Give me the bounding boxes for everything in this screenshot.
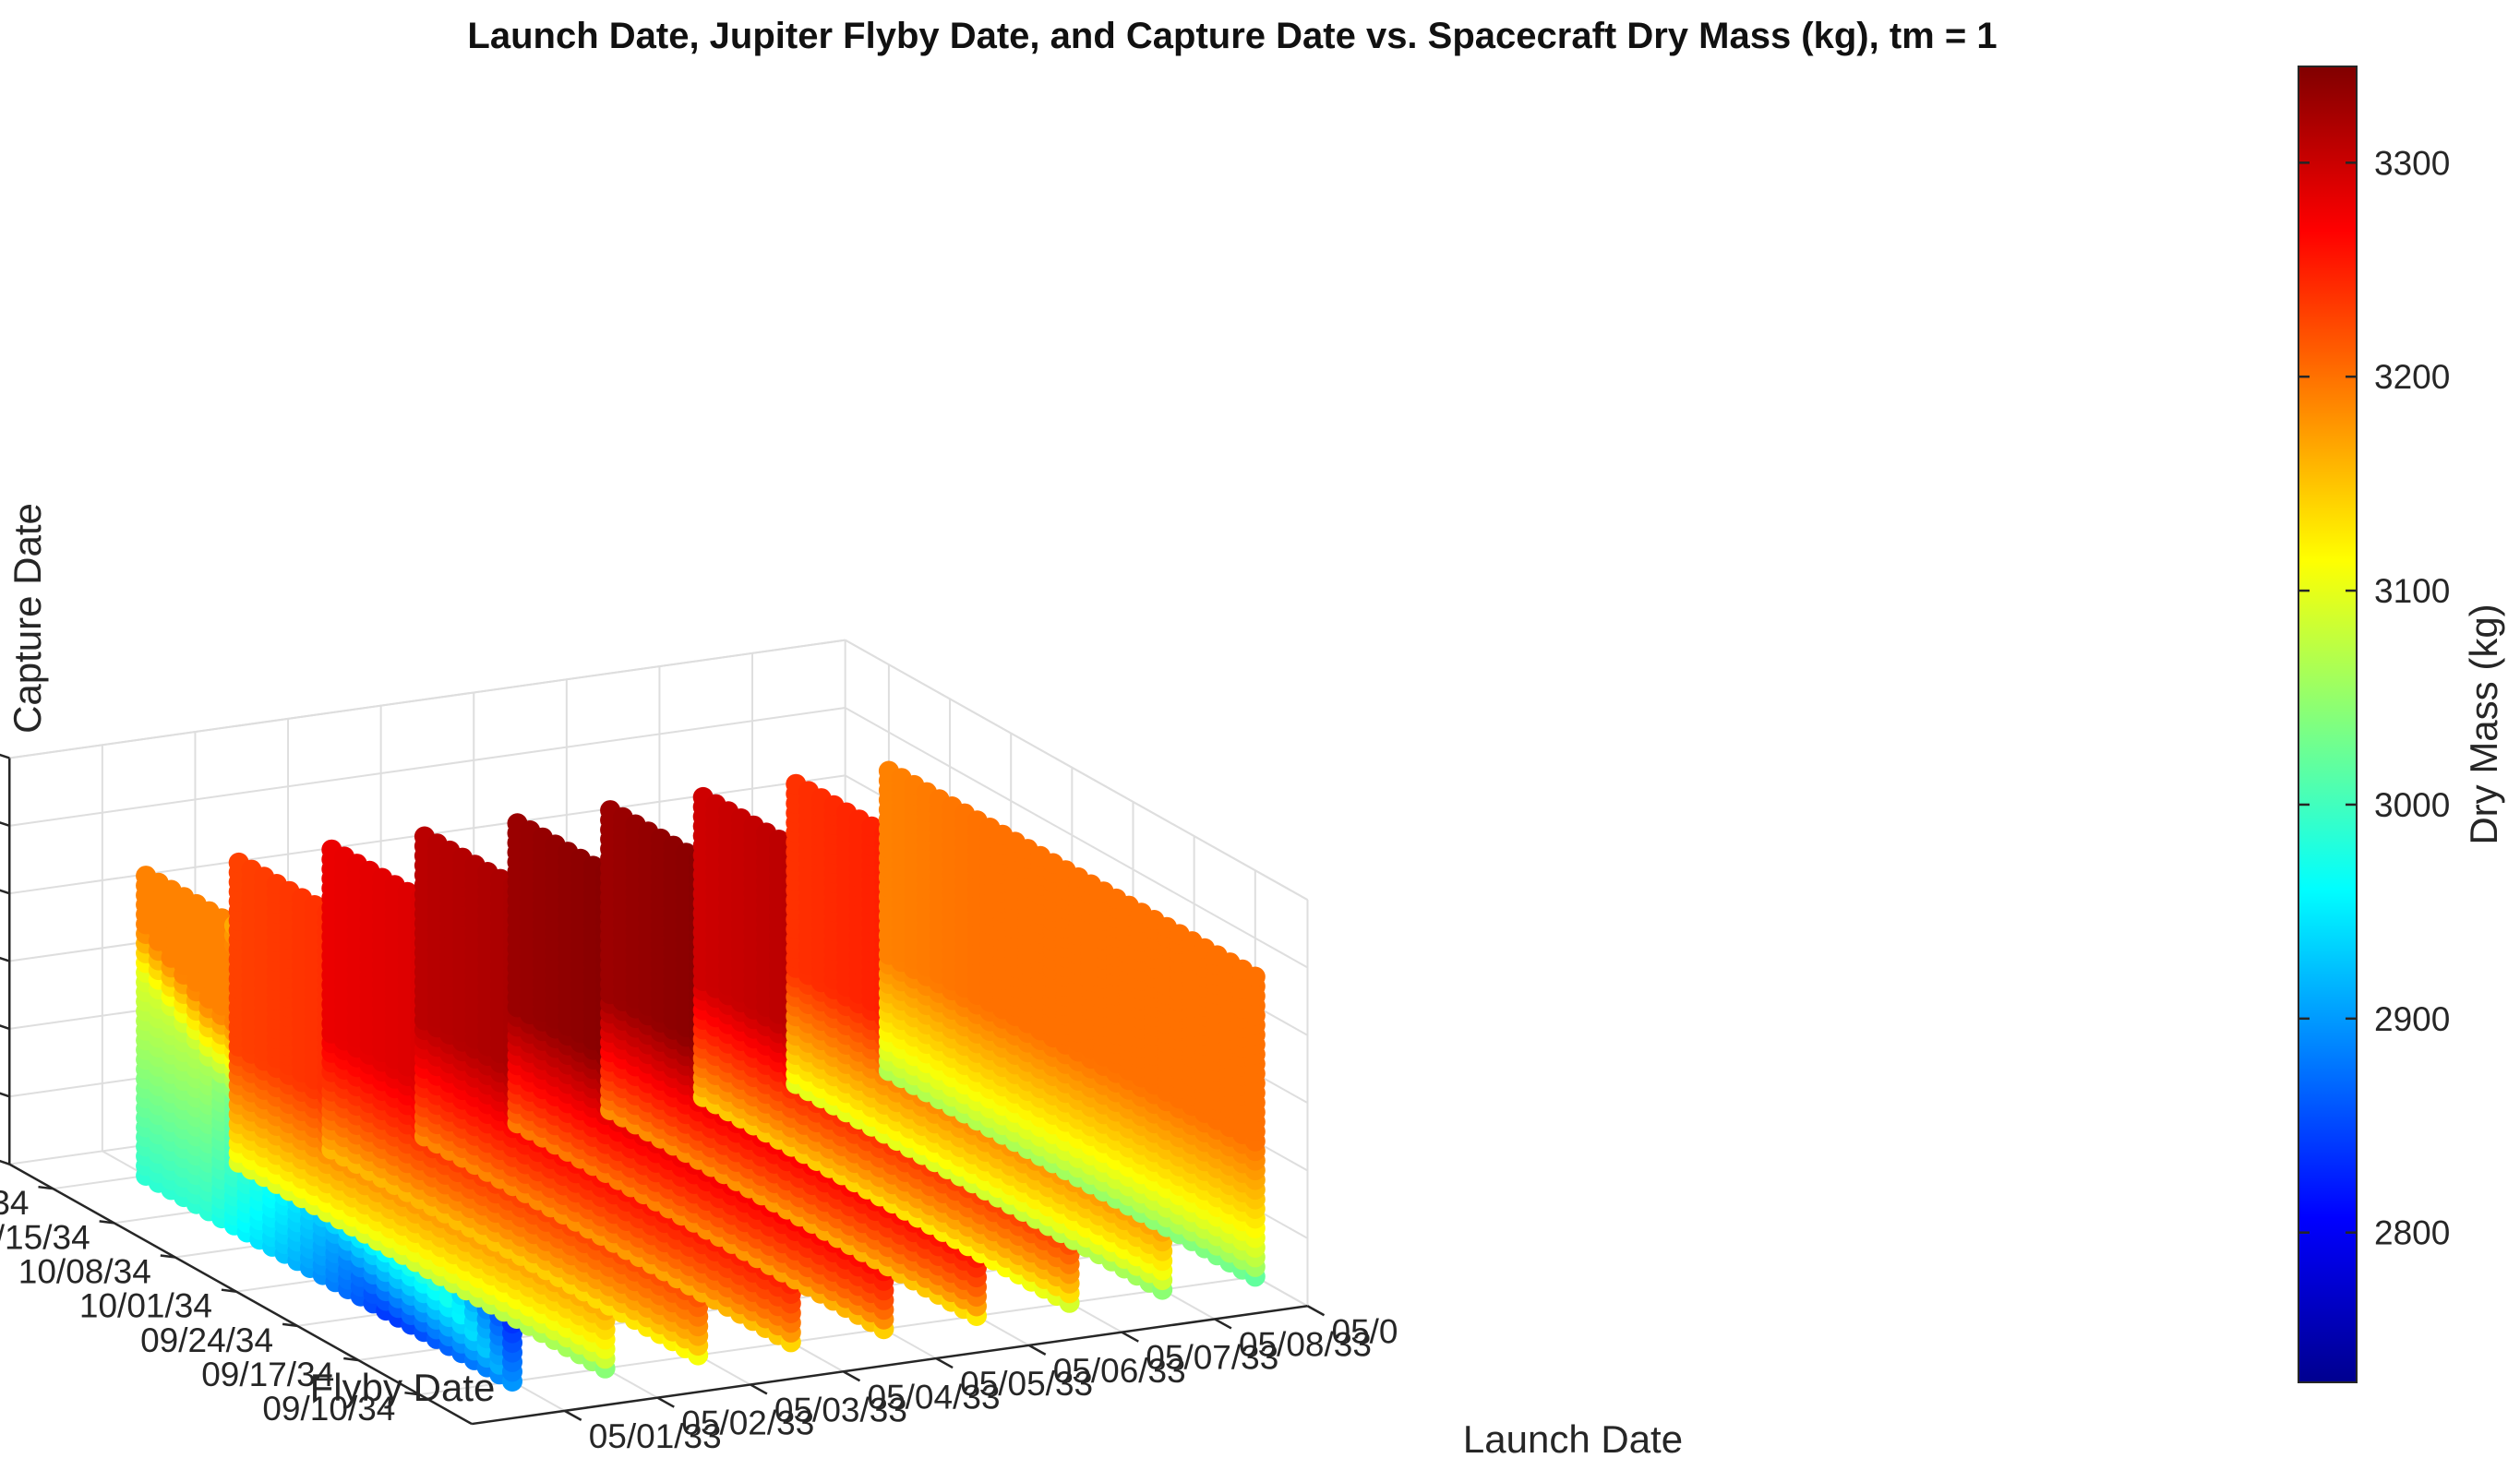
grid-line xyxy=(419,1275,1255,1396)
data-points xyxy=(136,760,1266,1392)
grid-line xyxy=(9,707,846,827)
y-axis-line xyxy=(8,1163,473,1426)
chart-title: Launch Date, Jupiter Flyby Date, and Cap… xyxy=(467,16,1997,56)
box-edge xyxy=(9,639,846,759)
grid-line xyxy=(845,707,1308,969)
box-edge xyxy=(845,639,1308,901)
x-axis-line xyxy=(471,1305,1308,1426)
